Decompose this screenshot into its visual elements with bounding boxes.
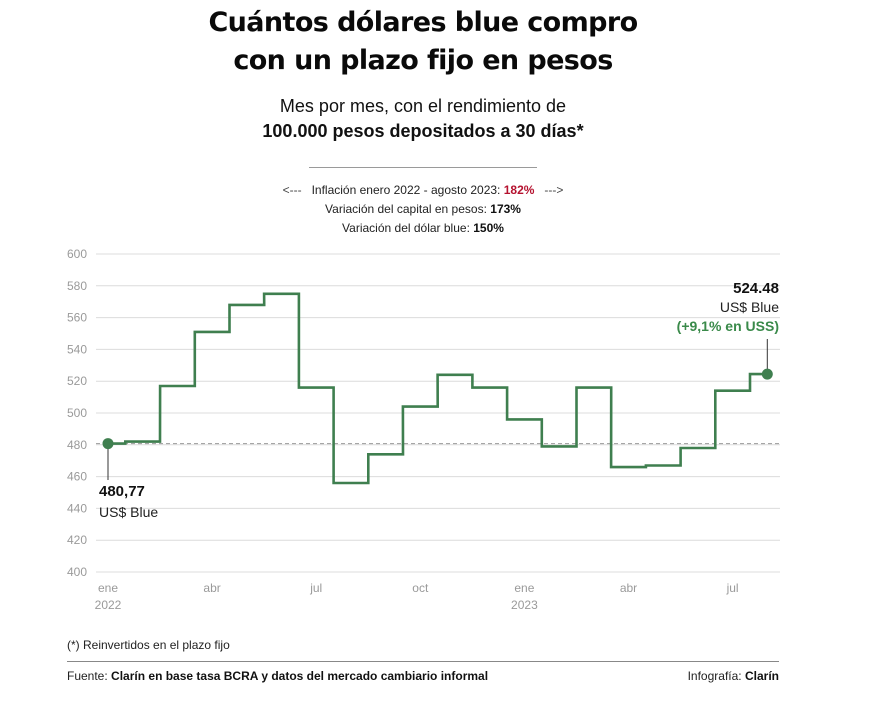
arrow-left-icon: <--- bbox=[282, 183, 302, 197]
title-line-2: con un plazo fijo en pesos bbox=[233, 45, 613, 76]
y-tick-label: 520 bbox=[67, 374, 87, 388]
credit: Infografía: Clarín bbox=[688, 669, 779, 683]
source-text: Clarín en base tasa BCRA y datos del mer… bbox=[111, 669, 489, 683]
chart-subtitle: Mes por mes, con el rendimiento de 100.0… bbox=[0, 94, 846, 144]
header-divider bbox=[309, 167, 537, 168]
end-change-label: (+9,1% en USS) bbox=[677, 318, 779, 334]
inflation-stat: <--- Inflación enero 2022 - agosto 2023: … bbox=[0, 181, 846, 200]
y-tick-label: 540 bbox=[67, 342, 87, 356]
x-tick-label: jul bbox=[309, 581, 322, 595]
start-value-label: 480,77 bbox=[99, 483, 145, 500]
start-point bbox=[102, 438, 114, 450]
stats-block: <--- Inflación enero 2022 - agosto 2023: … bbox=[0, 181, 846, 238]
credit-text: Clarín bbox=[744, 669, 779, 683]
x-tick-label: abr bbox=[203, 581, 220, 595]
y-tick-label: 400 bbox=[67, 565, 87, 579]
x-tick-label: ene bbox=[98, 581, 118, 595]
y-tick-label: 500 bbox=[67, 406, 87, 420]
y-tick-label: 420 bbox=[67, 533, 87, 547]
title-line-1: Cuántos dólares blue compro bbox=[208, 7, 638, 38]
capital-value: 173% bbox=[490, 202, 521, 216]
y-tick-label: 580 bbox=[67, 279, 87, 293]
dollar-value: 150% bbox=[473, 221, 504, 235]
dollar-stat: Variación del dólar blue: 150% bbox=[0, 219, 846, 238]
subtitle-line-1: Mes por mes, con el rendimiento de bbox=[279, 96, 567, 116]
source: Fuente: Clarín en base tasa BCRA y datos… bbox=[67, 669, 488, 683]
end-value-label: 524.48 bbox=[733, 280, 779, 297]
start-unit-label: US$ Blue bbox=[99, 504, 158, 520]
x-tick-label: jul bbox=[726, 581, 739, 595]
x-tick-label: abr bbox=[620, 581, 637, 595]
credit-label: Infografía: bbox=[687, 669, 742, 683]
x-tick-sublabel: 2023 bbox=[511, 598, 538, 612]
x-tick-sublabel: 2022 bbox=[95, 598, 122, 612]
footer-divider bbox=[67, 661, 779, 662]
x-tick-label: oct bbox=[412, 581, 429, 595]
subtitle-line-2: 100.000 pesos depositados a 30 días* bbox=[262, 121, 584, 141]
inflation-label: Inflación enero 2022 - agosto 2023: bbox=[311, 183, 501, 197]
y-tick-label: 440 bbox=[67, 501, 87, 515]
end-unit-label: US$ Blue bbox=[720, 299, 779, 315]
footnote: (*) Reinvertidos en el plazo fijo bbox=[67, 638, 230, 652]
step-line-chart: 400 420 440 460 480 500 520 540 560 580 600 ene 2022… bbox=[67, 247, 780, 612]
source-label: Fuente: bbox=[67, 669, 108, 683]
arrow-right-icon: ---> bbox=[544, 183, 564, 197]
y-tick-label: 600 bbox=[67, 247, 87, 261]
y-tick-label: 460 bbox=[67, 470, 87, 484]
capital-stat: Variación del capital en pesos: 173% bbox=[0, 200, 846, 219]
x-tick-label: ene bbox=[514, 581, 534, 595]
inflation-value: 182% bbox=[503, 183, 535, 197]
dollar-label: Variación del dólar blue: bbox=[342, 221, 470, 235]
y-tick-label: 480 bbox=[67, 438, 87, 452]
capital-label: Variación del capital en pesos: bbox=[325, 202, 487, 216]
y-tick-label: 560 bbox=[67, 311, 87, 325]
end-point bbox=[761, 368, 773, 380]
series-step-line bbox=[108, 292, 768, 485]
chart-title: Cuántos dólares blue compro con un plazo… bbox=[0, 4, 846, 80]
